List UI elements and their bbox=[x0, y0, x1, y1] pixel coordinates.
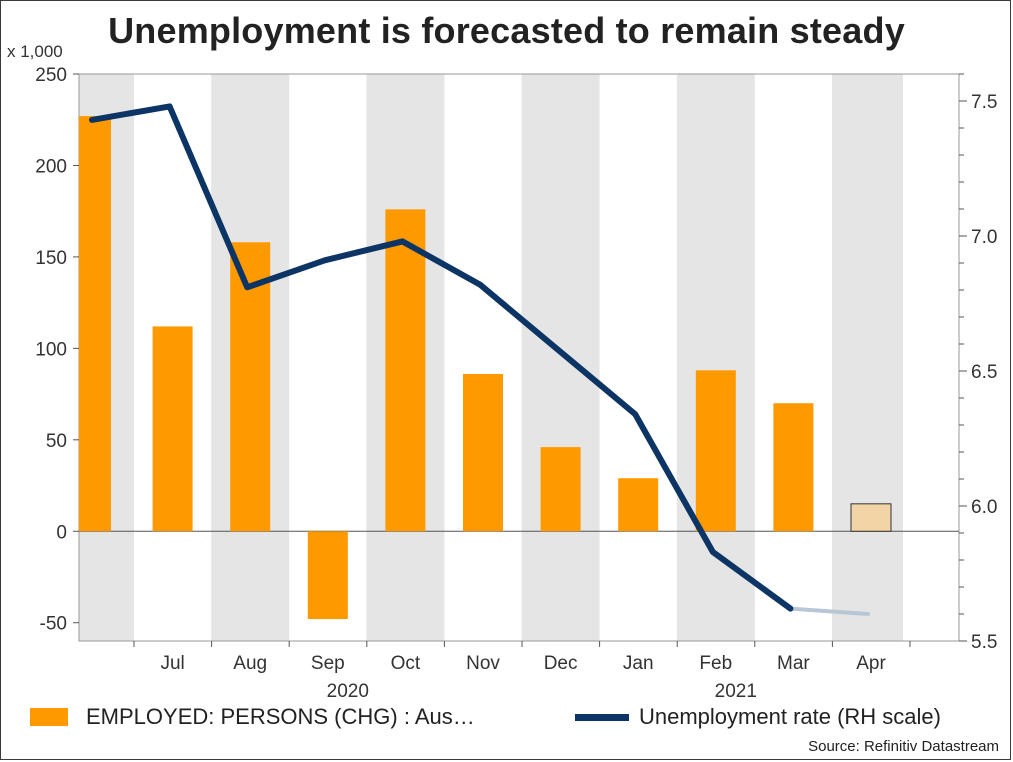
bar-dec bbox=[540, 447, 581, 532]
x-axis-label-jul: Jul bbox=[160, 653, 184, 674]
left-axis-label: 0 bbox=[56, 522, 67, 543]
x-axis-label-sep: Sep bbox=[311, 653, 345, 674]
x-axis-label-nov: Nov bbox=[466, 653, 500, 674]
bar-mar bbox=[773, 403, 814, 532]
bar-aug bbox=[230, 242, 271, 532]
x-axis-year-2021: 2021 bbox=[715, 681, 757, 702]
shaded-band-dec bbox=[521, 74, 600, 641]
left-axis-label: 150 bbox=[35, 248, 67, 269]
left-axis-label: 200 bbox=[35, 156, 67, 177]
bar-jul bbox=[152, 326, 193, 532]
right-axis-label: 5.5 bbox=[971, 632, 997, 653]
bar-forecast-apr bbox=[850, 503, 892, 532]
legend-label-employed: EMPLOYED: PERSONS (CHG) : Aus… bbox=[86, 704, 475, 729]
x-axis-label-dec: Dec bbox=[544, 653, 578, 674]
x-axis-label-aug: Aug bbox=[233, 653, 267, 674]
x-axis-label-apr: Apr bbox=[856, 653, 886, 674]
bar-feb bbox=[695, 370, 736, 532]
x-axis-label-mar: Mar bbox=[777, 653, 810, 674]
left-axis-label: 100 bbox=[35, 339, 67, 360]
legend-item-unemployment: Unemployment rate (RH scale) bbox=[575, 704, 941, 730]
plot-border bbox=[78, 73, 960, 642]
source-note: Source: Refinitiv Datastream bbox=[808, 738, 999, 755]
bar-jan bbox=[618, 478, 659, 532]
legend-item-employed: EMPLOYED: PERSONS (CHG) : Aus… bbox=[30, 704, 475, 730]
bar-oct bbox=[385, 209, 426, 532]
bar-sep bbox=[307, 531, 348, 620]
right-axis-label: 6.5 bbox=[971, 362, 997, 383]
x-axis-label-oct: Oct bbox=[391, 653, 421, 674]
shaded-band-feb bbox=[676, 74, 755, 641]
legend-label-unemployment: Unemployment rate (RH scale) bbox=[639, 704, 941, 729]
bar-nov bbox=[463, 373, 503, 532]
unemployment-rate-line bbox=[89, 103, 794, 612]
left-axis-label: 250 bbox=[35, 65, 67, 86]
left-axis-unit-label: x 1,000 bbox=[7, 42, 63, 61]
left-axis-label: 50 bbox=[46, 431, 67, 452]
chart-title: Unemployment is forecasted to remain ste… bbox=[108, 10, 905, 51]
shaded-band-apr bbox=[832, 74, 903, 641]
right-axis-label: 7.5 bbox=[971, 92, 997, 113]
x-axis-year-2020: 2020 bbox=[327, 681, 369, 702]
legend-swatch-line bbox=[575, 713, 629, 721]
unemployment-forecast-line bbox=[788, 606, 870, 616]
bar-jun bbox=[79, 116, 111, 532]
legend-swatch-bar bbox=[30, 708, 68, 726]
right-axis-label: 6.0 bbox=[971, 497, 997, 518]
right-axis-label: 7.0 bbox=[971, 227, 997, 248]
left-axis-label: -50 bbox=[40, 614, 67, 635]
x-axis-label-jan: Jan bbox=[623, 653, 654, 674]
x-axis-label-feb: Feb bbox=[699, 653, 732, 674]
